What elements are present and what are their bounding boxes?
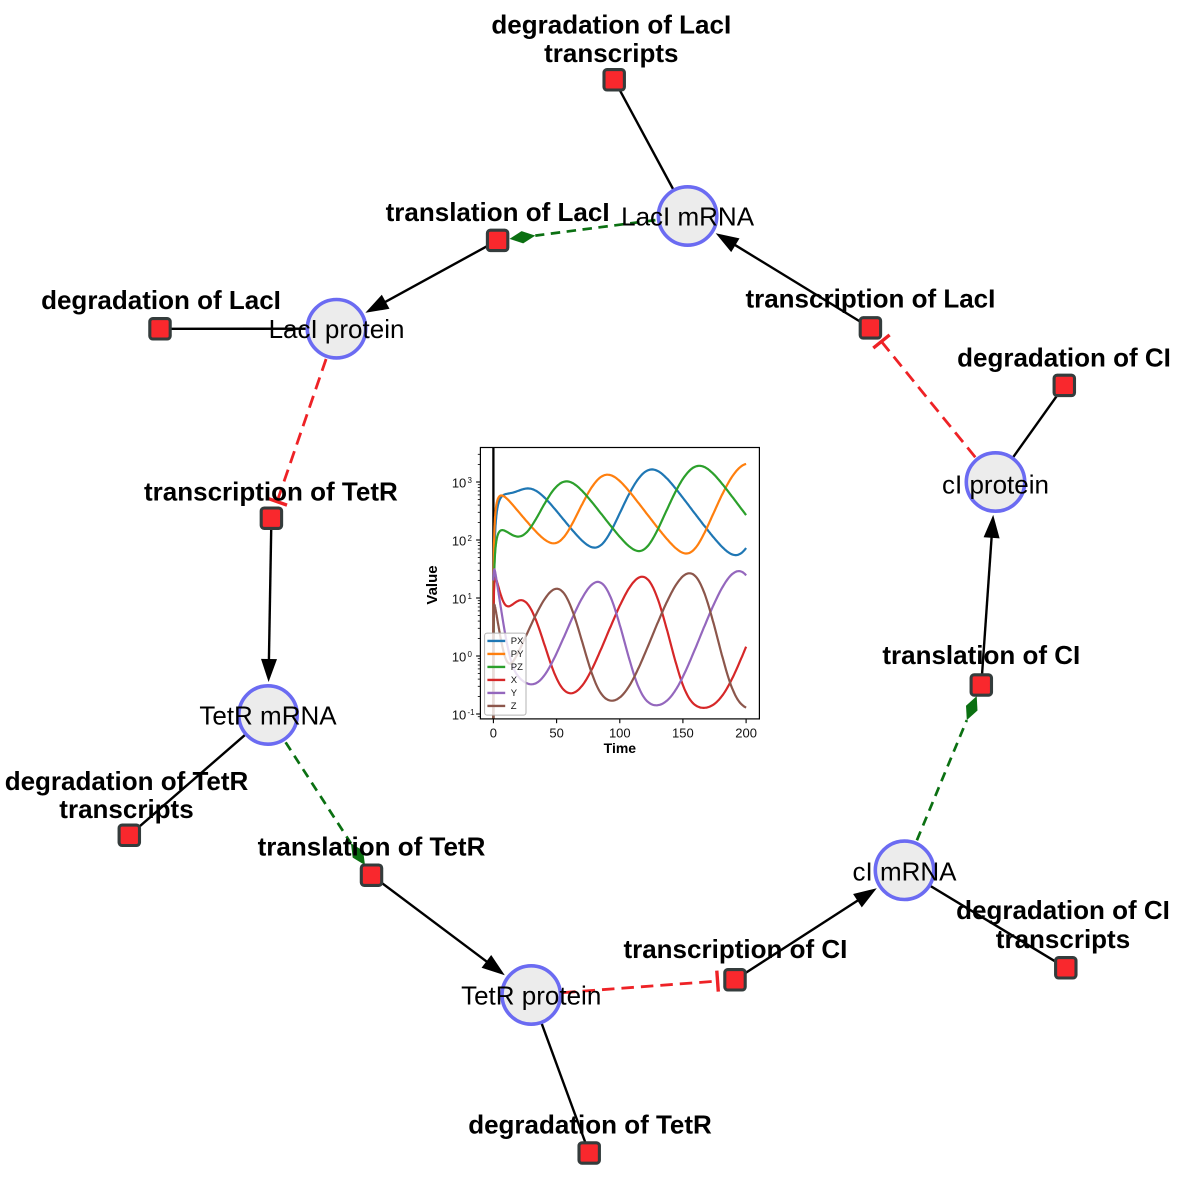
svg-text:-1: -1: [468, 708, 476, 717]
svg-text:degradation of LacI: degradation of LacI: [491, 10, 731, 40]
svg-text:10: 10: [452, 650, 466, 665]
svg-text:LacI protein: LacI protein: [269, 314, 405, 344]
svg-text:degradation of LacI: degradation of LacI: [41, 285, 281, 315]
svg-text:TetR mRNA: TetR mRNA: [199, 700, 337, 730]
svg-text:transcription of CI: transcription of CI: [623, 934, 847, 964]
svg-text:3: 3: [468, 476, 473, 485]
svg-text:Time: Time: [604, 740, 637, 756]
svg-text:cI mRNA: cI mRNA: [853, 857, 958, 887]
svg-text:translation of LacI: translation of LacI: [386, 197, 610, 227]
svg-text:transcripts: transcripts: [996, 924, 1130, 954]
svg-text:degradation of CI: degradation of CI: [957, 343, 1171, 373]
svg-text:2: 2: [468, 534, 473, 543]
svg-text:PY: PY: [511, 649, 524, 660]
svg-text:translation of CI: translation of CI: [882, 640, 1080, 670]
svg-text:translation of TetR: translation of TetR: [258, 832, 486, 862]
svg-text:LacI mRNA: LacI mRNA: [621, 202, 755, 232]
svg-text:transcription of TetR: transcription of TetR: [144, 477, 398, 507]
svg-text:10: 10: [452, 476, 466, 491]
svg-text:100: 100: [609, 725, 631, 740]
svg-text:cI protein: cI protein: [942, 469, 1049, 499]
svg-text:1: 1: [468, 592, 473, 601]
svg-text:10: 10: [452, 708, 466, 723]
svg-text:Value: Value: [424, 565, 441, 604]
svg-text:0: 0: [490, 725, 497, 740]
svg-text:PX: PX: [511, 636, 524, 647]
svg-text:10: 10: [452, 534, 466, 549]
svg-text:Y: Y: [511, 688, 518, 699]
svg-text:50: 50: [549, 725, 563, 740]
svg-text:degradation of CI: degradation of CI: [956, 895, 1170, 925]
svg-text:150: 150: [672, 725, 694, 740]
svg-text:transcripts: transcripts: [544, 38, 678, 68]
svg-text:degradation of TetR: degradation of TetR: [5, 766, 249, 796]
svg-text:0: 0: [468, 650, 473, 659]
svg-text:200: 200: [735, 725, 757, 740]
svg-text:transcripts: transcripts: [59, 794, 193, 824]
svg-text:X: X: [511, 675, 518, 686]
svg-text:degradation of TetR: degradation of TetR: [468, 1109, 712, 1139]
svg-text:10: 10: [452, 592, 466, 607]
svg-text:PZ: PZ: [511, 662, 523, 673]
svg-text:TetR protein: TetR protein: [461, 981, 601, 1011]
svg-text:transcription of LacI: transcription of LacI: [745, 283, 995, 313]
svg-text:Z: Z: [511, 701, 517, 712]
